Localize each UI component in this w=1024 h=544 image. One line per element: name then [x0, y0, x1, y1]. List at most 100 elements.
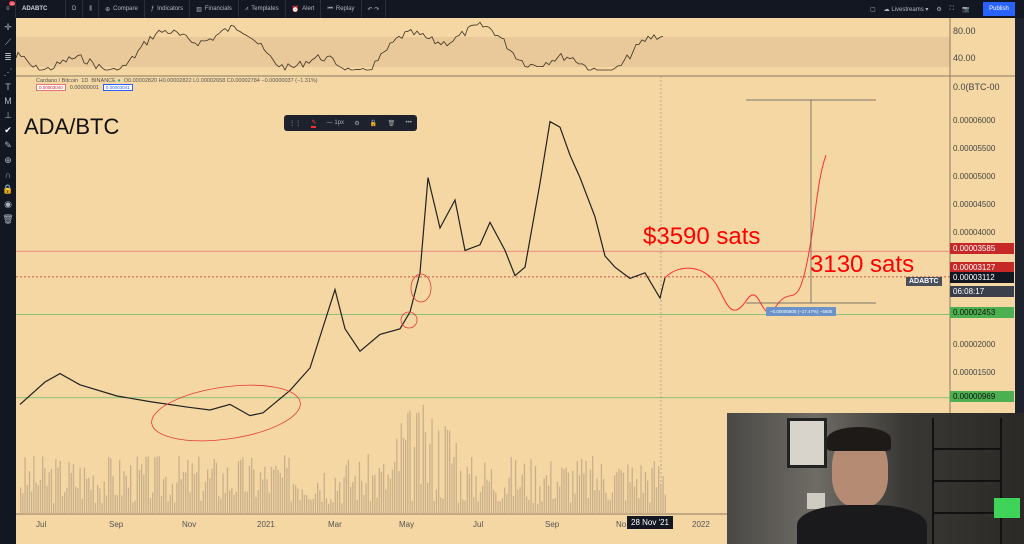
price-tick: 0.00006000 — [953, 116, 996, 125]
volume-bar — [347, 459, 350, 514]
pitchfork-icon[interactable]: ⋰ — [3, 67, 13, 77]
price-tick: 0.00001500 — [953, 368, 996, 377]
alert-button[interactable]: ⏰ Alert — [286, 0, 322, 18]
lock-icon[interactable]: 🔓 — [369, 120, 378, 127]
livestreams-button[interactable]: ☁ Livestreams ▾ — [883, 6, 929, 13]
undo-button[interactable]: ↶ ↷ — [362, 0, 387, 18]
more-icon[interactable]: ••• — [405, 120, 412, 126]
crosshair-date-label: 28 Nov '21 — [627, 516, 673, 529]
volume-bar — [24, 457, 26, 514]
volume-bar — [97, 484, 99, 514]
brush-icon[interactable]: ✎ — [4, 140, 12, 150]
volume-bar — [209, 478, 211, 514]
volume-bar — [523, 463, 526, 514]
forecast-icon[interactable]: ⊥ — [4, 110, 12, 120]
volume-bar — [473, 497, 475, 514]
price-tick: 0.00002000 — [953, 340, 996, 349]
checkmark-icon[interactable]: ✔ — [4, 125, 12, 135]
replay-button[interactable]: ⏮ Replay — [321, 0, 362, 18]
volume-bar — [215, 462, 218, 514]
text-icon[interactable]: T — [5, 82, 11, 92]
volume-bar — [653, 461, 655, 514]
volume-bar — [136, 456, 138, 514]
volume-bar — [460, 470, 462, 514]
volume-bar — [72, 463, 75, 514]
chart-canvas[interactable] — [16, 18, 1015, 544]
time-tick: May — [399, 520, 415, 529]
horizontal-lines-icon[interactable]: ≣ — [4, 52, 12, 62]
magnet-icon[interactable]: ∩ — [4, 170, 12, 180]
volume-bar — [116, 495, 119, 514]
volume-bar — [193, 474, 196, 514]
settings-icon[interactable]: ⚙ — [354, 120, 360, 127]
trash-icon[interactable]: 🗑 — [387, 120, 396, 127]
volume-bar — [187, 459, 189, 514]
volume-bar — [176, 482, 178, 514]
sell-button[interactable]: 0.00003040 — [36, 84, 66, 91]
pattern-icon[interactable]: M — [4, 96, 12, 106]
trend-line-icon[interactable]: ⟋ — [4, 37, 12, 47]
cloud-icon: ☁ — [883, 6, 890, 13]
symbol-search[interactable]: ADABTC — [16, 0, 66, 18]
volume-bar — [622, 472, 625, 514]
interval-button[interactable]: D — [66, 0, 84, 18]
volume-bar — [380, 471, 383, 514]
floating-drawing-toolbar: ⋮⋮ ✎ — 1px ⚙ 🔓 🗑 ••• — [284, 115, 417, 131]
financials-button[interactable]: ▥ Financials — [190, 0, 239, 18]
volume-bar — [44, 468, 46, 514]
layout-icon[interactable]: ▢ — [870, 6, 876, 13]
volume-bar — [226, 467, 229, 514]
volume-bar — [310, 499, 312, 514]
volume-bar — [211, 468, 213, 514]
volume-bar — [55, 459, 57, 514]
chart-type-button[interactable]: ⫼ — [83, 0, 100, 18]
lock-icon[interactable]: 🔒 — [2, 184, 14, 194]
volume-bar — [130, 465, 132, 514]
color-pen-icon[interactable]: ✎ — [311, 119, 317, 128]
volume-bar — [363, 494, 365, 514]
volume-bar — [550, 461, 552, 514]
crosshair-icon[interactable]: ✛ — [4, 22, 12, 32]
volume-bar — [486, 479, 488, 514]
fullscreen-icon[interactable]: ⛶ — [949, 5, 954, 12]
trash-icon[interactable]: 🗑 — [2, 214, 14, 224]
volume-bar — [323, 472, 325, 514]
volume-bar — [638, 498, 640, 514]
zoom-icon[interactable]: ⊕ — [4, 155, 12, 165]
indicators-button[interactable]: ƒ Indicators — [145, 0, 191, 18]
time-tick: Sep — [545, 520, 560, 529]
volume-bar — [279, 473, 281, 514]
currency-label[interactable]: 0.0(BTC-00 — [953, 82, 1000, 92]
volume-bar — [246, 491, 248, 514]
undo-icon: ↶ ↷ — [367, 6, 380, 13]
time-tick: 2022 — [692, 520, 710, 529]
chart-area[interactable]: Cardano / Bitcoin 1D BINANCE ● O0.000028… — [16, 18, 1015, 544]
volume-bar — [625, 500, 627, 514]
eye-icon[interactable]: ◉ — [4, 199, 12, 209]
camera-icon[interactable]: 📷 — [961, 6, 970, 13]
volume-bar — [658, 466, 660, 514]
volume-bar — [367, 454, 369, 514]
settings-icon[interactable]: ⚙ — [936, 6, 942, 13]
volume-bar — [147, 456, 149, 514]
volume-bar — [292, 483, 295, 514]
volume-bar — [356, 500, 358, 514]
drag-handle-icon[interactable]: ⋮⋮ — [289, 120, 302, 127]
publish-button[interactable]: Publish — [983, 2, 1015, 16]
volume-bar — [631, 467, 633, 514]
volume-bar — [281, 477, 284, 514]
templates-icon: ⩘ — [244, 5, 249, 12]
volume-bar — [594, 490, 596, 514]
menu-button[interactable]: ≡ 10 — [0, 0, 16, 18]
volume-bar — [160, 495, 163, 514]
volume-bar — [435, 489, 438, 514]
volume-bar — [108, 457, 110, 514]
templates-button[interactable]: ⩘ Templates — [239, 0, 286, 18]
volume-bar — [449, 430, 451, 514]
buy-button[interactable]: 0.00003041 — [102, 84, 133, 91]
volume-bar — [284, 455, 286, 514]
volume-bar — [506, 493, 508, 514]
plus-circle-icon: ⊕ — [105, 6, 111, 13]
compare-button[interactable]: ⊕ Compare — [99, 0, 145, 18]
line-width-button[interactable]: — 1px — [326, 120, 345, 126]
